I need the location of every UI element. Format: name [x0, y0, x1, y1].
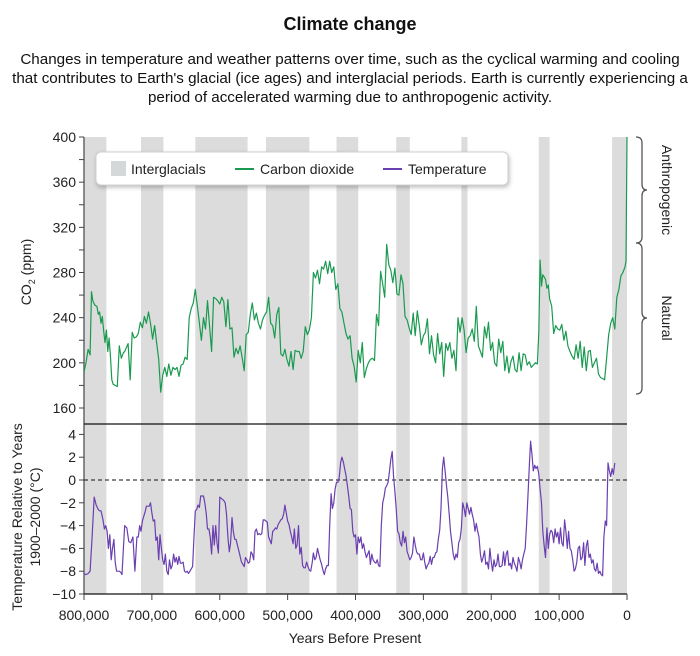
x-tick-label: 700,000 [127, 607, 178, 623]
natural-brace [635, 242, 648, 395]
co2-tick-label: 360 [53, 174, 77, 190]
interglacial-bands [84, 137, 627, 594]
interglacial-band [265, 137, 310, 594]
interglacial-band [336, 137, 359, 594]
x-tick-label: 800,000 [59, 607, 110, 623]
interglacial-band [84, 137, 107, 594]
co2-series [83, 136, 628, 393]
co2-tick-label: 200 [53, 355, 77, 371]
co2-tick-label: 240 [53, 310, 77, 326]
legend: Interglacials Carbon dioxide Temperature [95, 151, 509, 186]
legend-temperature-label: Temperature [408, 161, 487, 177]
co2-tick-label: 280 [53, 265, 77, 281]
temperature-tick-label: −2 [60, 495, 76, 511]
x-tick-label: 500,000 [262, 607, 313, 623]
temperature-axis-title-line2: 1900–2000 (°C) [27, 468, 43, 567]
natural-label: Natural [659, 295, 675, 340]
x-tick-label: 400,000 [330, 607, 381, 623]
co2-line [83, 136, 628, 393]
x-tick-label: 0 [623, 607, 631, 623]
co2-tick-label: 320 [53, 219, 77, 235]
interglacial-band [461, 137, 468, 594]
temperature-series [83, 440, 616, 577]
interglacial-band [141, 137, 164, 594]
temperature-tick-label: −4 [60, 518, 76, 534]
x-tick-label: 600,000 [194, 607, 245, 623]
temperature-tick-label: 0 [68, 472, 76, 488]
x-tick-label: 200,000 [466, 607, 517, 623]
anthropogenic-label: Anthropogenic [659, 145, 675, 235]
co2-tick-label: 400 [53, 129, 77, 145]
chart-title: Climate change [283, 14, 417, 34]
temperature-tick-label: −8 [60, 563, 76, 579]
chart-description: Changes in temperature and weather patte… [12, 51, 688, 106]
legend-interglacial-swatch [111, 161, 126, 176]
x-tick-label: 100,000 [534, 607, 585, 623]
x-tick-label: 300,000 [398, 607, 449, 623]
interglacial-band [538, 137, 550, 594]
x-axis-title: Years Before Present [289, 630, 422, 646]
temperature-axis-title-line1: Temperature Relative to Years [9, 423, 25, 611]
temperature-tick-label: −6 [60, 540, 76, 556]
tick-labels: 160 200 240 280 320 360 400 −10 −8 −6 −4 −2 0 2 4 800,0… [52, 129, 631, 623]
interglacial-band [612, 137, 627, 594]
co2-subscript: 2 [27, 279, 37, 284]
interglacial-band [396, 137, 410, 594]
legend-co2-label: Carbon dioxide [260, 161, 354, 177]
anthropogenic-brace [635, 136, 648, 244]
temperature-tick-label: 4 [68, 426, 76, 442]
co2-tick-label: 160 [53, 400, 77, 416]
temperature-tick-label: 2 [68, 449, 76, 465]
temperature-tick-label: −10 [52, 586, 76, 602]
co2-axis-title: CO2 (ppm) [18, 239, 37, 305]
interglacial-band [195, 137, 248, 594]
temperature-line [83, 440, 616, 577]
legend-interglacials-label: Interglacials [131, 161, 206, 177]
